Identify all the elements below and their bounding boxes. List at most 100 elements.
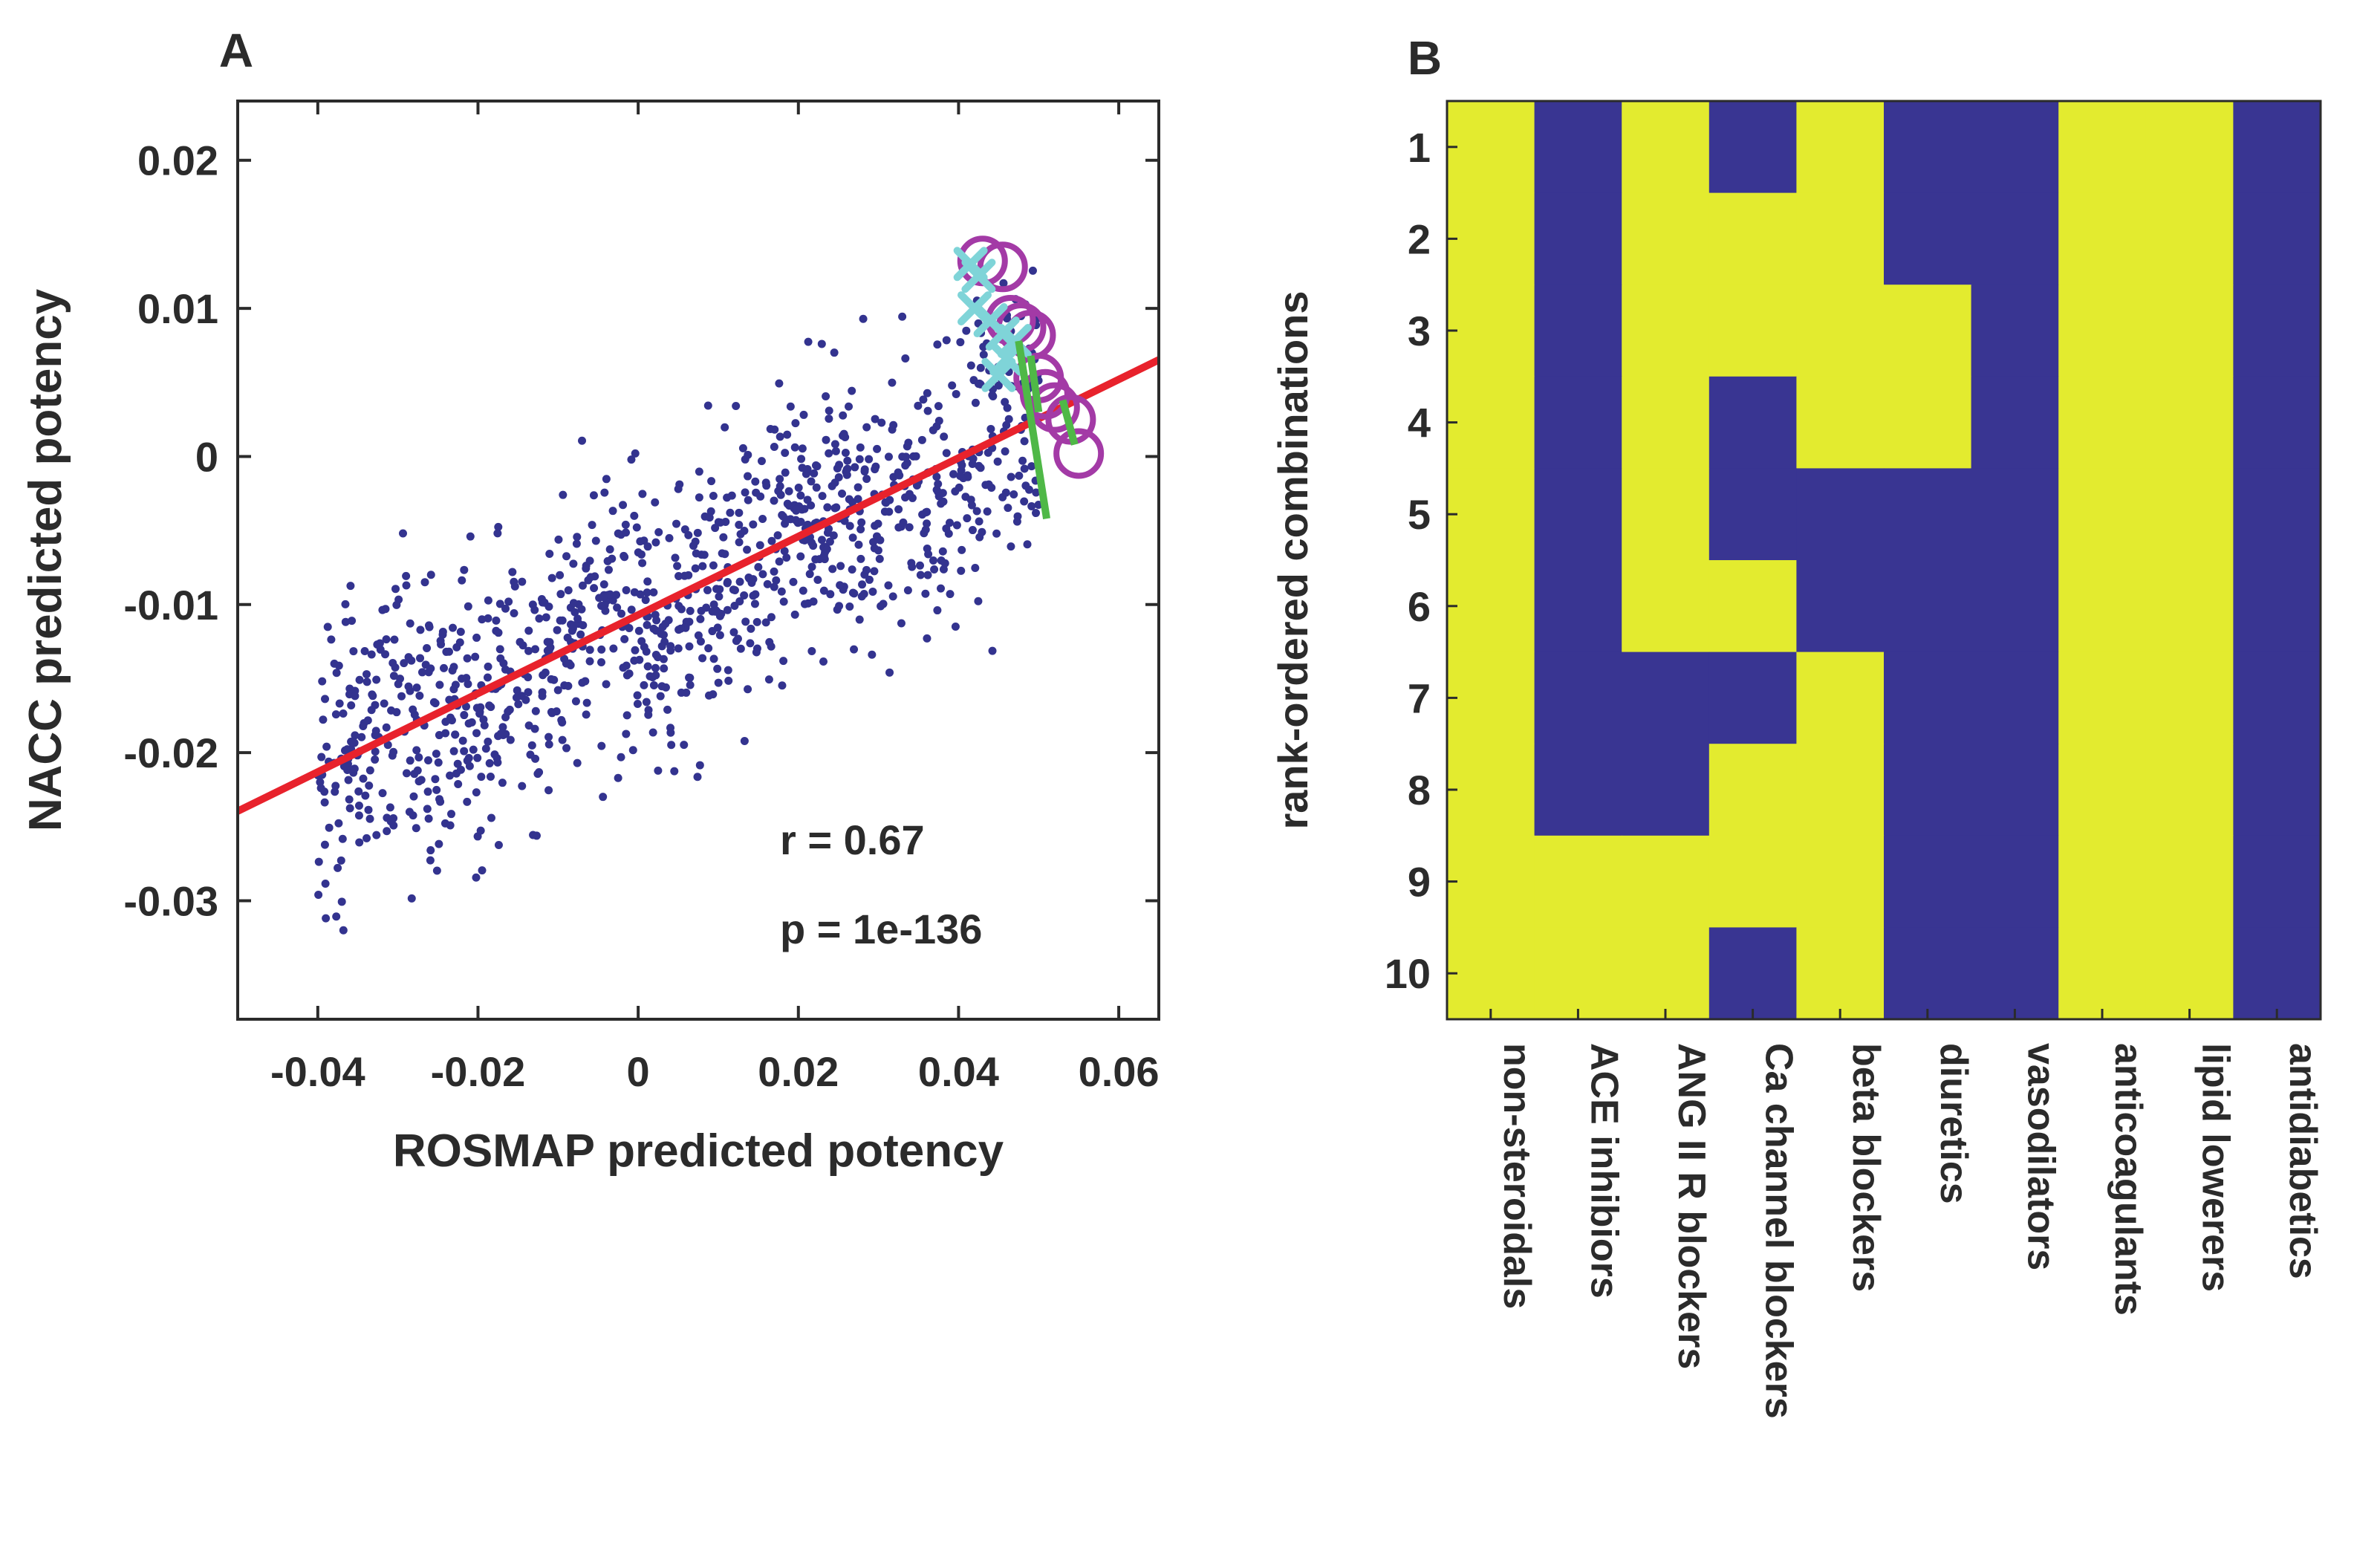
heatmap-cell — [1708, 835, 1797, 928]
scatter-point — [677, 688, 686, 697]
scatter-point — [949, 470, 958, 478]
scatter-point — [524, 721, 533, 730]
heatmap-cell — [1447, 285, 1535, 377]
heatmap-cell — [1534, 285, 1622, 377]
panel-b: B 1 2 3 4 5 6 7 8 9 10 non-steroidals ACE inhibior… — [1269, 31, 2324, 1419]
scatter-point — [696, 637, 705, 646]
scatter-point — [531, 706, 540, 715]
scatter-point — [735, 597, 744, 605]
annotation-p: p = 1e-136 — [780, 906, 982, 952]
scatter-point — [332, 669, 341, 678]
scatter-point — [406, 619, 414, 628]
scatter-point — [602, 680, 611, 689]
heatmap-cell — [1622, 560, 1710, 653]
scatter-point — [773, 531, 782, 540]
scatter-point — [848, 533, 857, 542]
scatter-point — [638, 490, 647, 498]
scatter-point — [524, 688, 533, 697]
scatter-point — [589, 491, 598, 500]
scatter-point — [719, 533, 728, 542]
scatter-point — [332, 912, 341, 921]
scatter-point — [702, 603, 711, 612]
heatmap-cell — [1971, 927, 2059, 1020]
scatter-point — [541, 668, 550, 677]
scatter-point — [446, 771, 455, 780]
scatter-point — [845, 522, 854, 530]
scatter-point — [547, 709, 556, 718]
scatter-point — [894, 505, 903, 514]
scatter-point — [696, 614, 705, 623]
scatter-point — [715, 631, 724, 640]
scatter-point — [848, 498, 857, 507]
scatter-point — [1001, 488, 1010, 497]
heatmap-cell — [1971, 285, 2059, 377]
scatter-point — [365, 814, 374, 823]
heatmap-cell — [1622, 652, 1710, 744]
scatter-point — [782, 553, 791, 562]
scatter-point — [487, 813, 495, 822]
column-label: diuretics — [1932, 1043, 1975, 1204]
scatter-point — [1032, 488, 1041, 497]
heatmap-cell — [2058, 744, 2147, 836]
scatter-point — [619, 501, 628, 510]
scatter-point — [709, 654, 718, 663]
heatmap-cell — [1622, 192, 1710, 285]
heatmap-cell — [2058, 285, 2147, 377]
scatter-point — [323, 623, 332, 631]
scatter-point — [362, 670, 371, 679]
scatter-point — [825, 524, 833, 533]
scatter-point — [382, 723, 391, 732]
scatter-point — [622, 711, 631, 720]
scatter-point — [786, 402, 795, 411]
scatter-point — [426, 856, 435, 865]
scatter-point — [492, 616, 501, 625]
scatter-point — [484, 737, 492, 746]
scatter-point — [485, 701, 494, 710]
scatter-point — [952, 389, 960, 398]
scatter-point — [341, 617, 350, 626]
heatmap-cell — [1971, 192, 2059, 285]
scatter-point — [952, 521, 961, 530]
scatter-point — [599, 793, 608, 802]
scatter-point — [407, 894, 416, 903]
scatter-point — [856, 443, 865, 452]
scatter-point — [544, 740, 553, 749]
scatter-point — [383, 741, 392, 750]
scatter-point — [524, 646, 533, 655]
scatter-point — [417, 776, 426, 784]
scatter-point — [873, 444, 882, 453]
scatter-point — [716, 518, 725, 527]
scatter-point — [897, 619, 905, 628]
scatter-point — [721, 423, 729, 432]
scatter-point — [1007, 472, 1015, 481]
scatter-point — [632, 523, 641, 532]
scatter-point — [974, 597, 983, 605]
heatmap-cell — [1534, 101, 1622, 194]
scatter-point — [435, 839, 443, 848]
scatter-point — [505, 705, 514, 714]
scatter-point — [476, 703, 485, 712]
scatter-point — [817, 339, 826, 348]
heatmap-cell — [2145, 560, 2234, 653]
scatter-point — [354, 787, 363, 796]
scatter-point — [412, 683, 421, 692]
scatter-point — [572, 539, 581, 548]
scatter-point — [550, 675, 559, 684]
scatter-point — [494, 628, 503, 637]
x-axis-label: ROSMAP predicted potency — [393, 1125, 1004, 1177]
scatter-point — [957, 545, 966, 554]
heatmap-cell — [1796, 101, 1885, 194]
scatter-point — [494, 522, 503, 531]
scatter-point — [484, 614, 492, 623]
scatter-point — [1009, 490, 1018, 498]
scatter-point — [501, 665, 510, 674]
heatmap-cell — [1447, 192, 1535, 285]
scatter-point — [569, 559, 578, 568]
scatter-point — [905, 490, 914, 498]
scatter-point — [533, 770, 542, 779]
heatmap-cell — [2145, 744, 2234, 836]
scatter-point — [657, 642, 666, 651]
scatter-point — [643, 542, 652, 551]
heatmap-cell — [1796, 468, 1885, 561]
scatter-point — [777, 587, 786, 596]
